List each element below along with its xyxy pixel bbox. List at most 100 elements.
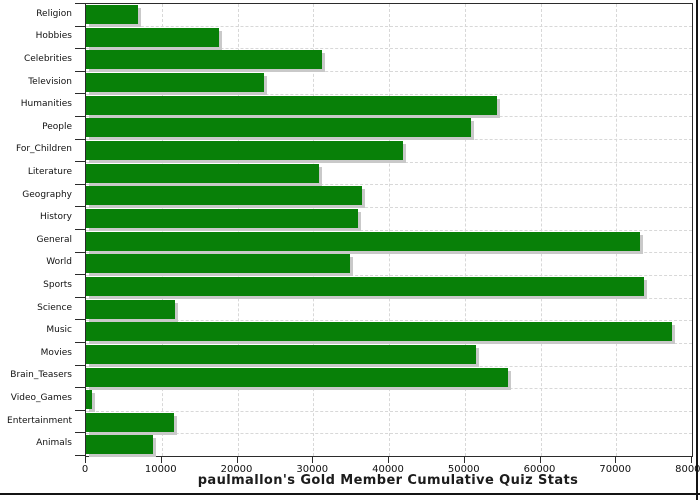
category-label: Science <box>37 302 72 313</box>
category-label: Celebrities <box>23 54 72 64</box>
x-axis-tick <box>615 456 617 463</box>
category-label: For_Children <box>15 144 72 155</box>
bar <box>86 50 322 70</box>
bar-row <box>86 95 692 118</box>
bar <box>86 254 351 274</box>
bar-rows <box>86 4 692 456</box>
bar <box>86 163 319 183</box>
y-axis-tick <box>75 3 85 4</box>
category-label: Brain_Teasers <box>10 370 72 381</box>
bar <box>86 140 404 160</box>
bar-row <box>86 117 692 140</box>
x-axis-tick-label: 40000 <box>372 464 404 475</box>
category-label: Movies <box>40 347 72 358</box>
y-axis-labels: Religion Hobbies Celebrities Television Huma… <box>0 3 72 455</box>
x-axis-tick <box>388 456 389 463</box>
category-label: Animals <box>36 438 72 449</box>
x-axis-tick-label: 10000 <box>144 464 177 475</box>
y-axis-tick <box>75 139 85 140</box>
plot-area <box>85 3 693 457</box>
bar <box>86 208 358 228</box>
category-label: Video_Games <box>10 393 72 403</box>
y-axis-tick <box>75 93 85 94</box>
x-axis-tick-label: 50000 <box>447 464 480 475</box>
bar <box>86 412 174 432</box>
bar-row <box>86 434 692 456</box>
y-axis-tick <box>75 26 85 27</box>
chart-title: paulmallon's Gold Member Cumulative Quiz… <box>197 473 579 488</box>
y-axis-tick <box>75 365 85 366</box>
y-axis-tick <box>75 116 85 117</box>
x-axis-tick-label: 70000 <box>599 464 632 475</box>
bar-row <box>86 163 692 186</box>
category-label: History <box>39 212 72 223</box>
x-axis-tick-label: 30000 <box>296 464 329 475</box>
bar <box>86 27 219 47</box>
x-axis-tick <box>312 456 314 463</box>
bar-row <box>86 208 692 231</box>
x-axis-tick-label: 0 <box>81 464 89 475</box>
y-axis-tick <box>75 161 85 162</box>
x-axis-tick <box>236 456 238 463</box>
category-label: Sports <box>43 280 72 290</box>
bar-row <box>86 321 692 344</box>
bar <box>86 276 644 296</box>
bar <box>86 367 508 387</box>
bar <box>86 344 477 364</box>
bar <box>86 72 264 92</box>
bar-row <box>86 367 692 390</box>
y-axis-tick <box>75 274 85 275</box>
category-label: Religion <box>36 8 72 19</box>
category-label: General <box>36 234 72 245</box>
x-axis-tick-label: 20000 <box>220 464 253 475</box>
bar-row <box>86 27 692 50</box>
x-axis-tick-label: 60000 <box>523 464 556 475</box>
y-axis-tick <box>75 455 85 456</box>
category-label: Geography <box>22 189 72 200</box>
category-label: Literature <box>27 167 72 177</box>
x-axis-tick <box>160 456 162 463</box>
bar <box>86 390 93 410</box>
y-axis-tick <box>75 319 85 320</box>
y-axis-tick <box>75 71 85 72</box>
category-label: Hobbies <box>35 31 72 42</box>
bar-row <box>86 231 692 254</box>
x-axis-tick-label: 80000 <box>675 464 700 475</box>
y-axis-tick <box>75 252 85 253</box>
y-axis-tick <box>75 432 85 433</box>
bar <box>86 299 176 319</box>
category-label: People <box>42 121 72 132</box>
bar-row <box>86 72 692 95</box>
category-label: World <box>46 257 72 268</box>
bar-row <box>86 299 692 322</box>
y-axis-tick <box>75 206 85 207</box>
bar-row <box>86 344 692 367</box>
bar <box>86 231 640 251</box>
x-axis-tick <box>691 456 692 463</box>
category-label: Humanities <box>20 99 72 110</box>
y-axis-tick <box>75 387 85 388</box>
category-label: Television <box>28 76 72 87</box>
bar <box>86 186 363 206</box>
screenshot-bottom-border <box>0 493 700 495</box>
bar <box>86 435 154 455</box>
bar-row <box>86 276 692 299</box>
bar <box>86 118 471 138</box>
bar <box>86 322 672 342</box>
bar <box>86 5 139 24</box>
y-axis-tick <box>75 48 85 49</box>
x-axis-tick <box>463 456 465 463</box>
y-axis-tick <box>75 342 85 343</box>
bar-row <box>86 140 692 163</box>
y-axis-tick <box>75 184 85 185</box>
y-axis-tick <box>75 229 85 230</box>
y-axis-tick <box>75 297 85 298</box>
category-label: Entertainment <box>7 415 72 426</box>
bar-row <box>86 4 692 27</box>
bar <box>86 95 498 115</box>
x-axis-tick <box>539 456 541 463</box>
bar-row <box>86 389 692 412</box>
bar-row <box>86 185 692 208</box>
screenshot-right-border <box>696 0 698 500</box>
